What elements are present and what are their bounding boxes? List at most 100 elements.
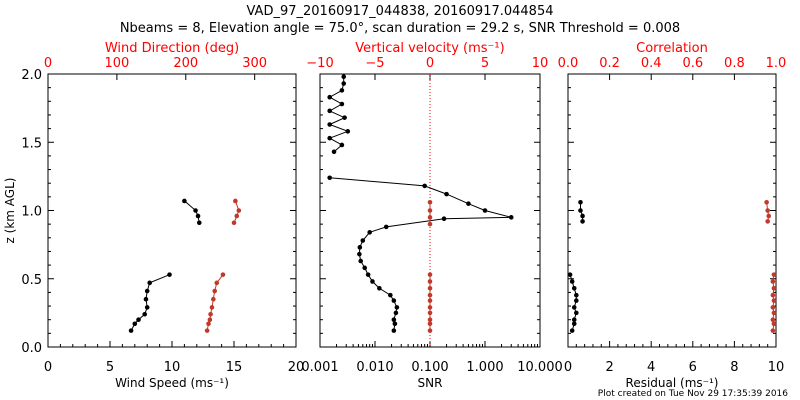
y-axis-label: z (km AGL) (3, 178, 17, 244)
data-point (770, 279, 776, 284)
data-point (508, 215, 514, 220)
top-tick-label: 0.0 (558, 56, 579, 71)
plot-footer: Plot created on Tue Nov 29 17:35:39 2016 (598, 389, 788, 399)
data-point (574, 292, 579, 298)
data-point (367, 230, 372, 235)
data-point (571, 286, 577, 291)
data-point (427, 328, 433, 333)
data-point (327, 122, 332, 127)
x-tick-label: 1.000 (466, 360, 503, 375)
data-point (182, 198, 187, 204)
data-point (341, 81, 347, 86)
data-point (207, 317, 213, 323)
data-point (345, 129, 351, 134)
x-tick-label: 10.000 (517, 360, 563, 375)
data-point (770, 292, 776, 298)
data-point (339, 142, 345, 148)
data-point (360, 238, 366, 243)
data-point (339, 101, 345, 107)
data-point (231, 220, 237, 226)
top-tick-label: 100 (104, 56, 129, 71)
data-point (580, 213, 585, 219)
data-point (427, 321, 433, 327)
data-point (236, 208, 242, 213)
x-tick-label: 15 (226, 360, 243, 375)
data-point (427, 215, 433, 220)
data-point (427, 317, 433, 323)
top-tick-label: 0.4 (641, 56, 662, 71)
data-point (569, 328, 575, 333)
top-tick-label: 0 (426, 56, 434, 71)
data-point (574, 310, 579, 316)
top-tick-label: 10 (532, 56, 549, 71)
top-tick-label: −5 (365, 56, 384, 71)
data-point (574, 298, 579, 303)
data-point (427, 221, 433, 227)
panel-2: 0.001 0.010 0.100 1.000 10.000 SNR −10 −5 0 5 10 Ve… (301, 41, 562, 390)
data-point (212, 288, 218, 294)
data-point (771, 321, 777, 327)
data-point (211, 296, 216, 302)
data-point (427, 286, 433, 291)
x-axis-label: Residual (ms⁻¹) (626, 376, 719, 390)
top-tick-label: 0.8 (724, 56, 745, 71)
y-tick-label: 0.0 (21, 341, 42, 356)
top-axis-label: Correlation (636, 41, 708, 56)
data-point (427, 305, 433, 310)
data-point (128, 328, 134, 333)
data-point (765, 208, 770, 213)
data-point (327, 175, 332, 181)
data-point (132, 321, 138, 327)
top-tick-label: 0 (44, 56, 52, 71)
data-point (422, 183, 427, 189)
data-point (580, 219, 585, 224)
data-point (393, 310, 399, 316)
data-point (167, 272, 172, 277)
data-point (377, 286, 382, 291)
data-point (770, 328, 776, 333)
x-tick-label: 8 (730, 360, 738, 375)
x-tick-label: 0.010 (356, 360, 393, 375)
x-tick-label: 2 (605, 360, 613, 375)
data-point (567, 272, 573, 277)
data-point (388, 292, 393, 298)
panel-3: 0 2 4 6 8 10 Residual (ms⁻¹) 0.0 0.2 0.4 0.6 0.8 1.0… (558, 41, 787, 390)
data-point (466, 201, 471, 206)
data-point (144, 305, 150, 310)
data-point (358, 258, 364, 264)
y-tick-label: 0.5 (21, 273, 42, 288)
data-point (331, 149, 337, 155)
data-point (571, 317, 577, 323)
data-point (578, 208, 583, 213)
series-line (328, 76, 350, 153)
top-tick-label: 200 (173, 56, 198, 71)
top-tick-label: 5 (481, 56, 489, 71)
data-point (204, 328, 210, 333)
y-tick-label: 1.5 (21, 136, 42, 151)
data-point (766, 213, 772, 219)
data-point (327, 108, 332, 114)
data-point (142, 311, 148, 317)
data-point (770, 305, 776, 310)
data-point (357, 245, 363, 250)
data-point (144, 288, 150, 294)
x-axis-label: SNR (418, 376, 443, 390)
x-tick-label: 20 (288, 360, 305, 375)
data-point (571, 321, 577, 327)
data-point (427, 310, 433, 316)
data-point (578, 200, 583, 205)
x-tick-label: 10 (768, 360, 785, 375)
x-tick-label: 0 (44, 360, 52, 375)
data-point (394, 305, 400, 310)
data-point (193, 208, 198, 213)
data-point (365, 272, 371, 277)
series-line (233, 200, 240, 223)
data-point (427, 279, 433, 284)
data-point (234, 213, 240, 219)
data-point (392, 321, 398, 327)
data-point (327, 94, 332, 100)
top-tick-label: 1.0 (766, 56, 787, 71)
x-tick-label: 5 (106, 360, 114, 375)
y-tick-label: 1.0 (21, 205, 42, 220)
